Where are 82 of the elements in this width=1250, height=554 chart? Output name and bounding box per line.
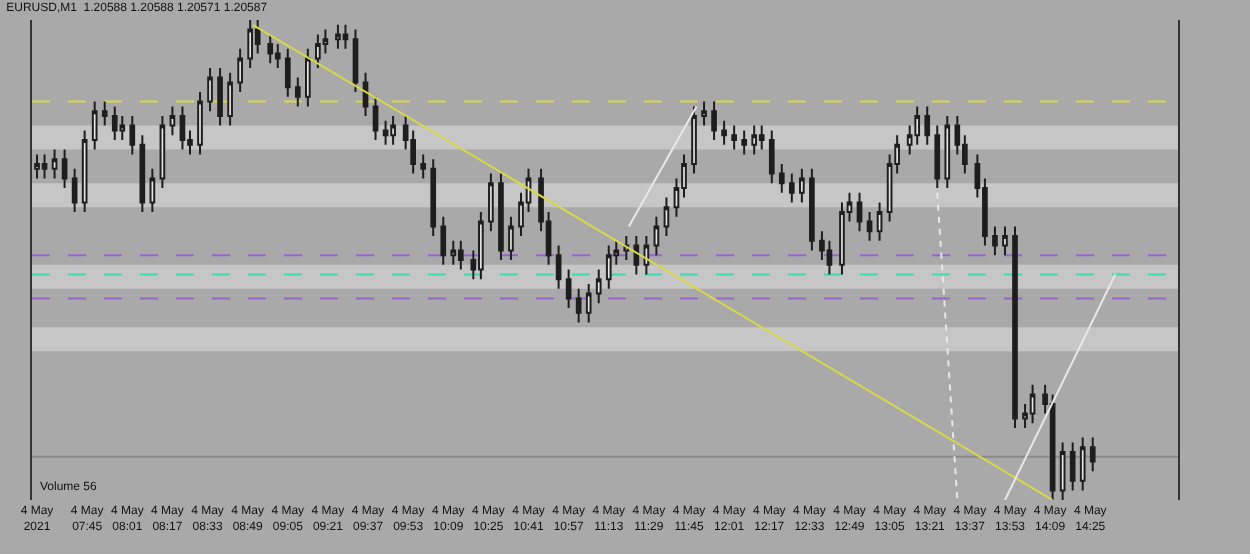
candlestick <box>227 71 233 127</box>
candlestick <box>1059 441 1066 500</box>
candlestick <box>294 76 301 108</box>
candlestick <box>372 95 379 141</box>
candlestick <box>711 100 717 141</box>
candlestick <box>390 115 396 146</box>
candlestick <box>382 119 389 146</box>
candlestick <box>430 158 437 237</box>
candlestick <box>488 172 494 233</box>
candlestick <box>169 105 176 137</box>
candlestick <box>701 100 707 127</box>
candlestick <box>81 129 88 213</box>
candlestick <box>605 244 612 290</box>
candlestick <box>34 153 40 180</box>
candlestick <box>633 235 640 276</box>
candlestick <box>663 196 670 237</box>
candlestick <box>362 71 369 117</box>
candlestick <box>305 47 311 108</box>
candlestick <box>653 215 660 257</box>
candlestick <box>809 167 815 252</box>
candlestick <box>575 287 582 324</box>
candlestick <box>751 124 758 156</box>
candlestick <box>741 129 748 156</box>
candlestick <box>799 167 805 204</box>
candlestick <box>61 148 68 189</box>
candlestick <box>111 105 118 141</box>
candlestick <box>1012 225 1018 429</box>
candlestick <box>440 215 447 266</box>
candlestick <box>1029 383 1036 425</box>
candlestick <box>1002 225 1008 257</box>
candlestick <box>342 23 349 50</box>
candlestick <box>768 129 775 185</box>
candlestick <box>944 115 951 189</box>
candlestick <box>1089 436 1096 473</box>
candlestick <box>420 153 427 180</box>
candlestick <box>721 119 727 146</box>
candlestick <box>585 283 592 324</box>
candlestick <box>101 100 108 127</box>
candlestick <box>992 225 998 257</box>
candlestick <box>498 172 504 261</box>
candlestick <box>129 115 136 156</box>
candlestick <box>247 20 253 69</box>
candlestick <box>159 115 166 189</box>
candlestick <box>758 124 765 151</box>
candlestick <box>788 172 795 204</box>
candlestick <box>274 43 281 69</box>
candlestick <box>315 33 321 69</box>
candlestick <box>41 153 48 180</box>
candlestick <box>856 191 863 233</box>
candlestick <box>207 67 213 113</box>
candlestick <box>866 211 873 242</box>
candlestick <box>179 105 186 151</box>
candlestick <box>217 67 223 127</box>
candlestick <box>149 167 156 213</box>
candlestick <box>267 33 274 65</box>
candlestick <box>352 28 359 93</box>
candlestick <box>876 201 883 242</box>
candlestick <box>595 268 602 305</box>
candlestick <box>643 235 650 276</box>
candlestick <box>197 91 203 156</box>
candlestick <box>826 239 833 276</box>
candlestick <box>508 215 514 261</box>
candlestick <box>457 239 464 271</box>
candlestick <box>778 163 785 194</box>
candlestick <box>237 47 243 93</box>
candlestick <box>71 167 78 213</box>
candlestick <box>1069 441 1076 492</box>
candlestick <box>450 239 457 266</box>
candlestick <box>91 100 98 151</box>
candlestick <box>51 148 58 180</box>
candlestick <box>139 134 146 213</box>
candlestick <box>565 268 572 309</box>
candlestick <box>478 211 484 281</box>
candlestick <box>555 244 562 290</box>
candlestick <box>731 124 737 151</box>
candlestick <box>839 201 845 276</box>
candlestick <box>335 23 341 50</box>
candlestick <box>914 105 921 146</box>
candlestick <box>924 105 931 146</box>
candlestick <box>284 47 291 98</box>
candlestick <box>1079 436 1086 492</box>
candlestick <box>934 124 941 189</box>
